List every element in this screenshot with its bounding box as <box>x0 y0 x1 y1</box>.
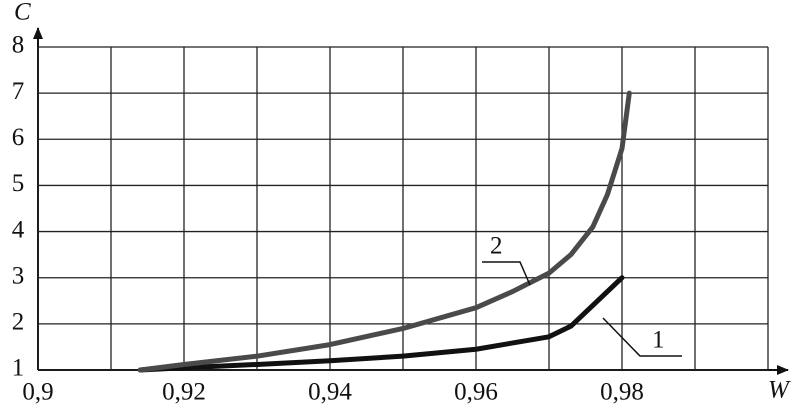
x-axis-label: W <box>768 377 791 404</box>
x-tick-label: 0,94 <box>308 379 352 406</box>
y-tick-label: 8 <box>12 32 25 59</box>
x-tick-label: 0,96 <box>454 379 498 406</box>
line <box>137 275 625 373</box>
x-tick-label: 0,92 <box>162 379 206 406</box>
y-tick-label: 4 <box>12 216 25 243</box>
x-tick-label: 0,9 <box>22 379 53 406</box>
y-tick-label: 6 <box>12 124 25 151</box>
series-label: 2 <box>490 233 503 260</box>
y-tick-label: 3 <box>12 262 25 289</box>
series-label: 1 <box>652 327 665 354</box>
y-tick-label: 2 <box>12 309 25 336</box>
line <box>137 90 632 373</box>
y-tick-label: 7 <box>12 78 25 105</box>
y-tick-label: 1 <box>12 355 25 382</box>
leader <box>602 317 682 357</box>
y-tick-label: 5 <box>12 170 25 197</box>
leader <box>482 261 531 286</box>
y-axis-label: C <box>14 0 31 26</box>
x-tick-label: 0,98 <box>600 379 644 406</box>
